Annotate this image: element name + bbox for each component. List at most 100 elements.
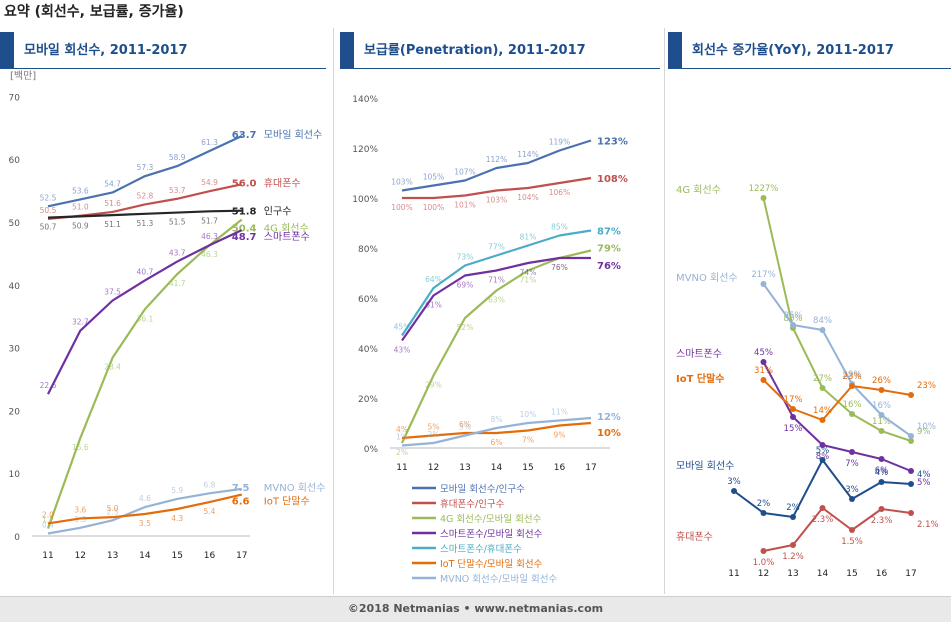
data-label: 15% [784, 424, 803, 434]
data-label: 1.5% [841, 537, 863, 547]
y-tick-label: 70 [9, 93, 21, 103]
y-tick-label: 20 [9, 407, 21, 417]
series-name-label: 스마트폰수 [264, 231, 310, 243]
data-label: 1.2% [782, 552, 804, 562]
data-label: 43% [394, 346, 411, 355]
legend-label: 스마트폰수/휴대폰수 [440, 544, 522, 555]
x-tick-label: 16 [876, 569, 888, 579]
data-label: 51.3 [137, 219, 154, 228]
data-label: 22.6 [40, 381, 57, 390]
x-tick-label: 17 [905, 569, 916, 579]
data-label: 2% [396, 448, 408, 457]
series-line-휴대폰수 [763, 507, 912, 552]
data-label: 4% [917, 470, 931, 480]
data-label: 84% [813, 316, 832, 326]
x-tick-label: 11 [42, 551, 53, 561]
data-label: 73% [457, 253, 474, 262]
series-line-mvno-회선수 [762, 283, 912, 437]
header-accent-bar [340, 32, 354, 68]
data-label: 7% [522, 436, 534, 445]
series-name-label: 모바일 회선수 [264, 129, 322, 141]
data-label: 57.3 [137, 163, 154, 172]
series-point [790, 406, 796, 412]
header-accent-bar [668, 32, 682, 68]
x-tick-label: 11 [728, 569, 739, 579]
legend-label: 4G 회선수/모바일 회선수 [440, 514, 542, 525]
data-label: 2.3% [871, 516, 893, 526]
series-point [819, 457, 826, 463]
data-label: 71% [520, 276, 537, 285]
y-tick-label: 100% [352, 195, 378, 205]
page-title: 요약 (회선수, 보급률, 증가율) [4, 4, 184, 20]
end-value-label: 56.0 [232, 178, 257, 189]
panel-header: 모바일 회선수, 2011-2017 [0, 32, 326, 69]
end-value-label: 87% [597, 227, 621, 238]
data-label: 95% [784, 311, 803, 321]
data-label: 1.0% [753, 558, 775, 568]
data-label: 29% [425, 381, 442, 390]
data-label: 74% [520, 268, 537, 277]
data-label: 26% [872, 376, 891, 386]
data-label: 85% [551, 223, 568, 232]
data-label: 23% [917, 381, 936, 391]
header-accent-bar [0, 32, 14, 68]
data-label: 53.7 [169, 186, 186, 195]
data-label: 9% [554, 431, 566, 440]
data-label: 46.3 [201, 250, 218, 259]
series-point [790, 322, 796, 328]
data-label: 45% [394, 323, 411, 332]
data-label: 112% [486, 155, 507, 164]
x-tick-label: 13 [787, 569, 798, 579]
x-tick-label: 11 [396, 463, 407, 473]
series-point [760, 281, 767, 287]
series-point [878, 506, 885, 512]
data-label: 40.7 [137, 267, 154, 276]
footer: ©2018 Netmanias • www.netmanias.com [0, 596, 951, 622]
series-line-스마트폰수 [762, 361, 912, 472]
data-label: 100% [391, 203, 412, 212]
x-tick-label: 16 [554, 463, 566, 473]
series-line-모바일-회선수 [47, 134, 243, 208]
series-point [878, 479, 885, 485]
data-label: 2% [757, 499, 771, 509]
data-label: 36.1 [137, 314, 154, 323]
chart-svg-yoy-growth: 11 12 13 14 15 16 17 1227% 80% 27% 16% 11% 9% 4G 회선수 2… [676, 184, 939, 579]
data-label: 14% [813, 406, 832, 416]
data-label: 45% [754, 348, 773, 358]
series-point [878, 456, 885, 462]
series-point [878, 412, 885, 418]
end-value-label: 108% [597, 174, 628, 185]
data-label: 4% [875, 468, 889, 478]
series-line-인구수 [47, 209, 242, 219]
data-label: 2.3% [812, 515, 834, 525]
y-tick-label: 40% [358, 345, 378, 355]
series-point [819, 327, 826, 333]
series-name-label: 4G 회선수 [264, 222, 309, 234]
data-label: 51.7 [201, 216, 218, 225]
x-tick-label: 14 [139, 551, 151, 561]
data-label: 101% [454, 201, 475, 210]
data-label: 54.7 [104, 179, 121, 188]
series-point [908, 510, 914, 516]
end-value-label: 50.4 [232, 223, 257, 234]
series-name-label: 모바일 회선수 [676, 460, 734, 472]
chart-title: 보급률(Penetration), 2011-2017 [364, 43, 586, 58]
data-label: 80% [784, 314, 803, 324]
data-label: 64% [425, 275, 442, 284]
data-label: 41.7 [169, 279, 186, 288]
series-point [760, 510, 767, 516]
data-label: 28.4 [104, 363, 121, 372]
series-point [878, 428, 885, 434]
end-value-label: 51.8 [232, 207, 257, 218]
data-label: 77% [488, 243, 505, 252]
data-label: 32.7 [72, 318, 89, 327]
series-point [760, 377, 767, 383]
data-label: 52.5 [40, 193, 57, 202]
series-name-label: MVNO 회선수 [264, 482, 326, 494]
data-label: 51.1 [104, 220, 121, 229]
data-label: 5% [816, 446, 830, 456]
data-label: 4.6 [139, 494, 151, 503]
data-label: 52% [457, 323, 474, 332]
data-label: 1.2 [42, 515, 54, 524]
data-label: 119% [549, 138, 570, 147]
